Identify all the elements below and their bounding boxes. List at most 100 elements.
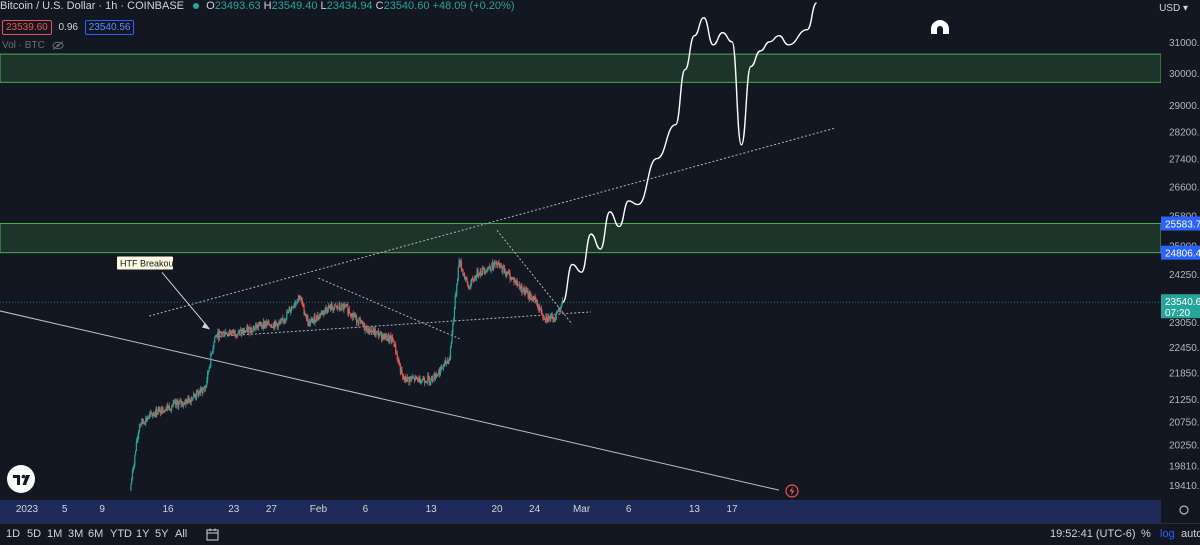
candle-body <box>336 306 338 308</box>
candle-body <box>287 310 289 314</box>
candle-body <box>277 323 279 328</box>
candle-body <box>478 274 480 276</box>
candle-body <box>299 298 301 300</box>
candle-body <box>143 421 145 424</box>
candle-body <box>205 384 207 388</box>
candle-body <box>426 381 428 383</box>
candle-body <box>263 321 265 327</box>
candle-body <box>536 300 539 307</box>
range-1y-button[interactable]: 1Y <box>136 528 150 540</box>
candle-body <box>348 309 350 314</box>
y-tick-label: 26600.00 <box>1169 183 1200 194</box>
candle-body <box>167 405 169 409</box>
candle-body <box>300 298 302 300</box>
range-1m-button[interactable]: 1M <box>47 528 63 540</box>
buy-button[interactable]: 23540.56 <box>84 20 135 35</box>
log-scale-button[interactable]: log <box>1160 528 1175 540</box>
candle-body <box>384 333 387 339</box>
candle-body <box>424 380 426 383</box>
clock-timezone[interactable]: 19:52:41 (UTC-6) <box>1050 528 1136 540</box>
candle-body <box>490 269 492 271</box>
candle-body <box>370 330 372 332</box>
candle-body <box>213 342 215 347</box>
candle-body <box>329 305 331 308</box>
zone-price-tag <box>1161 245 1200 260</box>
candle-body <box>242 331 244 334</box>
y-tick-label: 24250.00 <box>1169 270 1200 281</box>
candle-body <box>321 311 323 315</box>
candle-body <box>225 332 227 335</box>
date-range-icon[interactable] <box>206 528 219 541</box>
candle-body <box>274 320 276 328</box>
range-5d-button[interactable]: 5D <box>27 528 42 540</box>
zone-price-value: 24806.47 <box>1165 249 1200 260</box>
candle-body <box>412 377 414 379</box>
candle-body <box>503 268 506 274</box>
range-all-button[interactable]: All <box>175 528 188 540</box>
candle-body <box>425 381 427 383</box>
sell-button[interactable]: 23539.60 <box>2 20 52 35</box>
candle-body <box>207 371 210 372</box>
candle-body <box>492 262 494 270</box>
candle-body <box>528 293 530 298</box>
candle-body <box>264 323 266 327</box>
y-tick-label: 21850.00 <box>1169 369 1200 380</box>
magnet-icon[interactable] <box>928 18 952 40</box>
candle-body <box>319 314 321 317</box>
candle-body <box>144 423 146 424</box>
candle-body <box>455 294 457 297</box>
candle-body <box>474 276 476 282</box>
candle-body <box>439 369 441 375</box>
candle-body <box>304 313 307 317</box>
lightning-icon[interactable] <box>785 484 799 498</box>
candle-body <box>460 261 462 266</box>
eye-off-icon[interactable] <box>52 40 64 50</box>
candle-body <box>441 366 443 369</box>
candle-body <box>222 331 224 333</box>
range-6m-button[interactable]: 6M <box>88 528 104 540</box>
x-tick-label: 20 <box>491 504 503 515</box>
candle-body <box>335 305 337 308</box>
candle-body <box>257 324 260 328</box>
candle-body <box>525 289 528 293</box>
currency-selector[interactable]: USD ▾ <box>1159 3 1188 14</box>
candle-body <box>232 329 235 334</box>
ohlc-values: O23493.63 H23549.40 L23434.94 C23540.60 … <box>206 0 514 12</box>
candle-body <box>177 403 179 408</box>
candle-body <box>483 267 485 271</box>
candle-body <box>229 332 231 334</box>
candle-body <box>146 418 148 421</box>
auto-scale-button[interactable]: auto <box>1181 528 1200 540</box>
range-3m-button[interactable]: 3M <box>68 528 84 540</box>
candle-body <box>517 284 519 286</box>
candle-body <box>383 334 385 340</box>
range-1d-button[interactable]: 1D <box>6 528 21 540</box>
candle-body <box>290 307 293 311</box>
candle-body <box>407 377 409 379</box>
candle-body <box>330 304 333 311</box>
candle-body <box>402 374 404 378</box>
candle-body <box>204 387 206 390</box>
volume-legend[interactable]: Vol · BTC <box>2 40 64 51</box>
candle-body <box>286 312 288 319</box>
candle-body <box>374 329 376 335</box>
candle-body <box>540 308 542 314</box>
candle-body <box>543 317 545 319</box>
candle-body <box>134 455 136 466</box>
candle-body <box>272 327 274 329</box>
percent-scale-button[interactable]: % <box>1141 528 1151 540</box>
range-5y-button[interactable]: 5Y <box>155 528 169 540</box>
candle-body <box>292 307 294 309</box>
candle-body <box>217 331 219 338</box>
candle-body <box>194 395 196 398</box>
candle-body <box>234 331 236 336</box>
zone-price-value: 25583.74 <box>1165 219 1200 230</box>
tradingview-logo[interactable] <box>7 465 35 493</box>
candle-body <box>323 311 325 314</box>
candle-body <box>278 322 280 324</box>
market-open-icon <box>193 3 200 10</box>
range-ytd-button[interactable]: YTD <box>110 528 132 540</box>
symbol-title[interactable]: Bitcoin / U.S. Dollar · 1h · COINBASE <box>0 0 184 13</box>
candle-body <box>464 273 466 279</box>
